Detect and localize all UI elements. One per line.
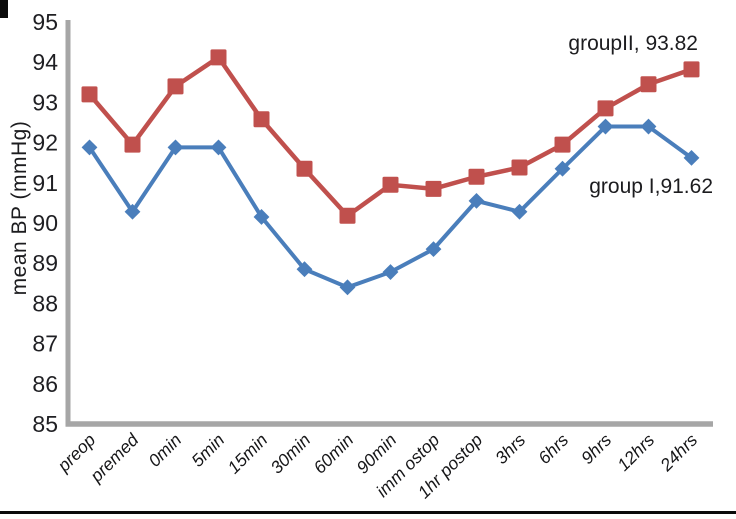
data-point-diamond-marker [296, 261, 313, 278]
x-tick-label: 6hrs [534, 430, 572, 468]
y-tick-label: 95 [32, 9, 58, 35]
y-tick-label: 87 [32, 331, 58, 357]
y-tick-label: 93 [32, 89, 58, 115]
data-point-diamond-marker [167, 139, 184, 156]
data-point-square-marker [167, 78, 184, 95]
y-tick-label: 92 [32, 130, 58, 156]
page-corner-mark [0, 0, 8, 18]
data-point-square-marker [296, 160, 313, 177]
data-point-diamond-marker [382, 264, 399, 280]
x-tick-label: 60min [309, 430, 357, 478]
y-tick-label: 94 [32, 49, 58, 75]
y-tick-label: 89 [32, 250, 58, 276]
data-point-square-marker [124, 136, 141, 153]
data-point-square-marker [382, 176, 399, 193]
data-point-square-marker [339, 207, 356, 224]
x-tick-label: 12hrs [613, 430, 658, 475]
data-point-square-marker [468, 168, 485, 185]
x-tick-label: 9hrs [577, 430, 615, 468]
bottom-rule [0, 511, 736, 514]
data-point-diamond-marker [210, 139, 227, 156]
x-tick-label: 24hrs [656, 430, 702, 476]
data-point-square-marker [253, 111, 270, 128]
data-point-square-marker [640, 76, 657, 93]
x-tick-label: 5min [187, 430, 228, 471]
y-tick-label: 90 [32, 210, 58, 236]
data-point-square-marker [210, 49, 227, 66]
data-point-square-marker [597, 100, 614, 117]
x-tick-label: 3hrs [491, 430, 529, 468]
data-point-square-marker [683, 61, 700, 78]
y-tick-label: 86 [32, 371, 58, 397]
data-point-square-marker [554, 136, 571, 153]
data-point-square-marker [81, 86, 98, 103]
data-point-square-marker [425, 180, 442, 197]
x-tick-label: premed [86, 429, 144, 487]
x-tick-label: 30min [266, 430, 314, 478]
data-point-diamond-marker [339, 279, 356, 296]
x-tick-label: 15min [223, 430, 271, 478]
data-point-square-marker [511, 159, 528, 176]
x-tick-label: 0min [144, 430, 185, 471]
y-tick-label: 91 [32, 170, 58, 196]
series-label-groupI: group I,91.62 [589, 175, 713, 198]
y-tick-label: 88 [32, 290, 58, 316]
y-tick-label: 85 [32, 411, 58, 437]
series-label-groupII: groupII, 93.82 [568, 32, 698, 55]
